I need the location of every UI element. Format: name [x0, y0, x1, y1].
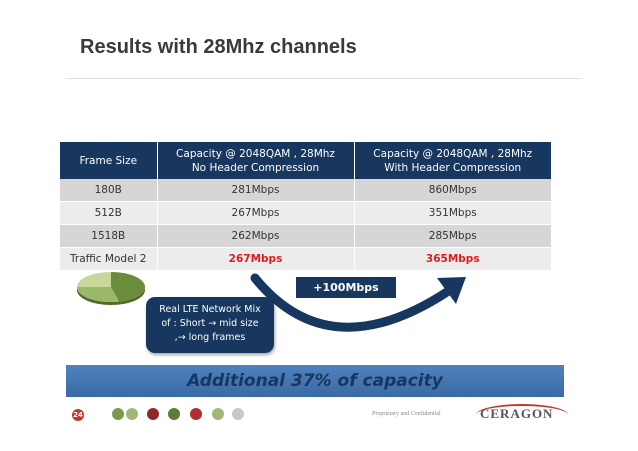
- title-divider: [66, 78, 582, 79]
- frame-size-cell: 1518B: [60, 224, 158, 248]
- page-number: 24: [72, 409, 84, 421]
- capacity-banner: Additional 37% of capacity: [66, 365, 564, 397]
- table-row: 1518B 262Mbps 285Mbps: [60, 224, 551, 248]
- logo-swoosh-icon: [476, 404, 568, 426]
- header-no-compression-line2: No Header Compression: [191, 161, 320, 174]
- table-row: 512B 267Mbps 351Mbps: [60, 201, 551, 225]
- with-compression-cell: 351Mbps: [354, 201, 551, 225]
- frame-size-cell: 180B: [60, 179, 158, 202]
- header-with-compression-line2: With Header Compression: [384, 161, 522, 174]
- confidential-footer: Proprietary and Confidential: [372, 411, 441, 417]
- decorative-dot-icon: [232, 408, 244, 420]
- decorative-dot-icon: [147, 408, 159, 420]
- with-compression-cell: 285Mbps: [354, 224, 551, 248]
- callout-line: ,→ long frames: [174, 332, 246, 343]
- company-logo: CERAGON: [480, 406, 554, 421]
- frame-size-cell: 512B: [60, 201, 158, 225]
- lte-mix-callout: Real LTE Network Mix of : Short → mid si…: [146, 297, 274, 353]
- capacity-table: Frame Size Capacity @ 2048QAM , 28Mhz No…: [60, 142, 551, 271]
- header-frame-size-text: Frame Size: [79, 154, 138, 167]
- decorative-dot-icon: [126, 408, 138, 420]
- header-no-compression: Capacity @ 2048QAM , 28Mhz No Header Com…: [157, 142, 355, 179]
- no-compression-cell-highlight: 267Mbps: [157, 247, 355, 271]
- traffic-mix-pie-icon: [77, 272, 145, 302]
- table-row-traffic-model: Traffic Model 2 267Mbps 365Mbps: [60, 247, 551, 271]
- callout-line: of : Short → mid size: [161, 318, 259, 329]
- no-compression-cell: 267Mbps: [157, 201, 355, 225]
- no-compression-cell: 262Mbps: [157, 224, 355, 248]
- callout-line: Real LTE Network Mix: [159, 304, 261, 315]
- decorative-dot-icon: [212, 408, 224, 420]
- with-compression-cell-highlight: 365Mbps: [354, 247, 551, 271]
- decorative-dot-icon: [112, 408, 124, 420]
- table-header-row: Frame Size Capacity @ 2048QAM , 28Mhz No…: [60, 142, 551, 179]
- header-frame-size: Frame Size: [60, 142, 158, 179]
- frame-size-cell: Traffic Model 2: [60, 247, 158, 271]
- slide-title: Results with 28Mhz channels: [80, 36, 357, 58]
- header-with-compression: Capacity @ 2048QAM , 28Mhz With Header C…: [354, 142, 551, 179]
- header-no-compression-line1: Capacity @ 2048QAM , 28Mhz: [176, 147, 335, 160]
- no-compression-cell: 281Mbps: [157, 179, 355, 202]
- gain-badge: +100Mbps: [296, 277, 396, 298]
- table-row: 180B 281Mbps 860Mbps: [60, 179, 551, 202]
- header-with-compression-line1: Capacity @ 2048QAM , 28Mhz: [373, 147, 533, 160]
- decorative-dot-icon: [190, 408, 202, 420]
- with-compression-cell: 860Mbps: [354, 179, 551, 202]
- decorative-dot-icon: [168, 408, 180, 420]
